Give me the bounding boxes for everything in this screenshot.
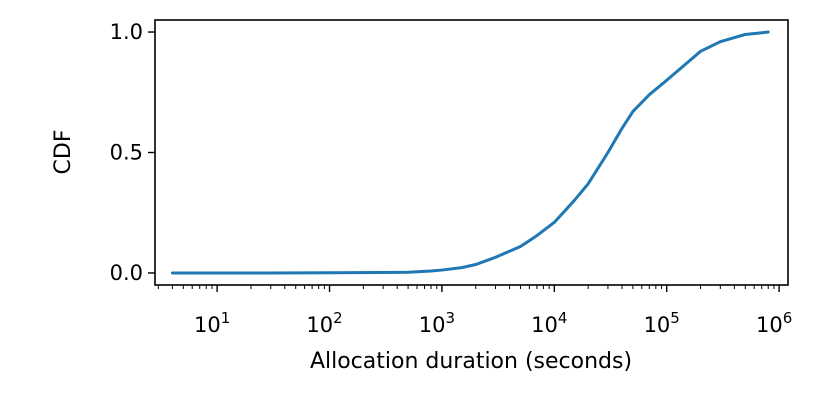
y-tick-label: 0.0 <box>110 261 143 285</box>
plot-frame <box>154 19 789 286</box>
x-tick-label: 101 <box>194 309 230 337</box>
x-tick-label: 104 <box>531 309 567 337</box>
y-tick-label: 0.5 <box>110 141 143 165</box>
x-axis-ticks: 101 102 103 104 105 106 <box>157 285 792 337</box>
y-axis-ticks: 0.0 0.5 1.0 <box>110 20 155 285</box>
x-axis-label: Allocation duration (seconds) <box>310 349 632 374</box>
x-tick-label: 102 <box>306 309 342 337</box>
cdf-series-line <box>170 30 770 275</box>
y-axis-label: CDF <box>51 130 76 175</box>
x-tick-label: 106 <box>756 309 792 337</box>
x-tick-label: 105 <box>644 309 680 337</box>
x-tick-label: 103 <box>419 309 455 337</box>
y-tick-label: 1.0 <box>110 20 143 44</box>
